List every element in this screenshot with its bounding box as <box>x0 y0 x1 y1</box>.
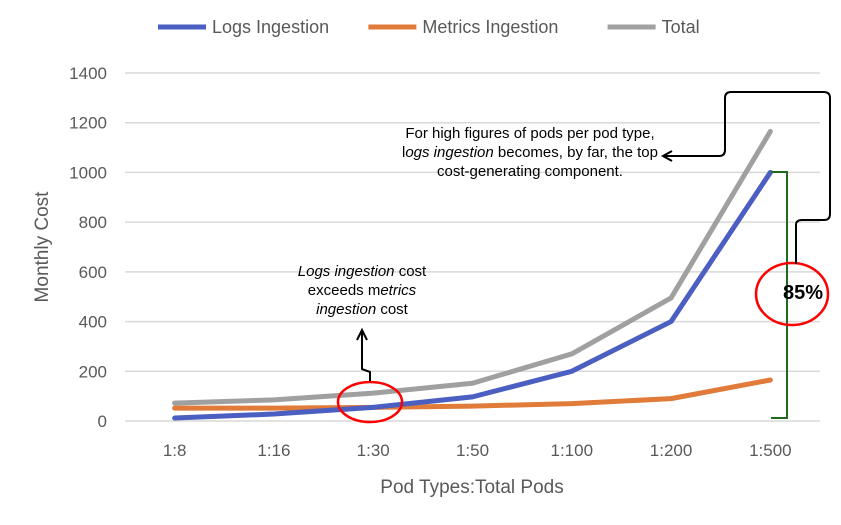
legend-label: Logs Ingestion <box>212 17 329 37</box>
x-tick-label: 1:200 <box>650 441 693 460</box>
legend-label: Metrics Ingestion <box>422 17 558 37</box>
x-tick-label: 1:50 <box>456 441 489 460</box>
highlight-circle-share <box>754 261 830 327</box>
x-tick-label: 1:30 <box>357 441 390 460</box>
series-line-metrics-ingestion <box>172 377 773 411</box>
y-tick-label: 200 <box>79 362 107 381</box>
x-axis-title: Pod Types:Total Pods <box>380 477 563 498</box>
x-tick-label: 1:8 <box>163 441 187 460</box>
share-bracket <box>771 171 788 419</box>
arrow-head-top <box>660 150 673 162</box>
series-line-total <box>172 128 773 406</box>
y-axis-title: Monthly Cost <box>32 191 53 303</box>
annotation-crossover: Logs ingestion cost exceeds metrics inge… <box>297 263 427 318</box>
annotation-logs-top: For high figures of pods per pod type, l… <box>401 125 658 180</box>
arrow-line-top <box>663 91 831 264</box>
y-tick-label: 400 <box>79 313 107 332</box>
series-line-logs-ingestion <box>172 169 773 421</box>
x-tick-label: 1:100 <box>551 441 594 460</box>
x-tick-label: 1:500 <box>749 441 792 460</box>
share-label: 85% <box>783 282 824 304</box>
y-tick-label: 600 <box>79 263 107 282</box>
y-tick-label: 1200 <box>69 114 107 133</box>
y-tick-label: 800 <box>79 213 107 232</box>
y-tick-label: 0 <box>98 412 107 431</box>
highlight-circle-crossover <box>336 380 404 424</box>
legend-label: Total <box>662 17 700 37</box>
y-tick-label: 1000 <box>69 163 107 182</box>
x-tick-label: 1:16 <box>257 441 290 460</box>
arrow-head <box>356 327 368 341</box>
y-tick-label: 1400 <box>69 64 107 83</box>
arrow-line <box>361 330 371 381</box>
